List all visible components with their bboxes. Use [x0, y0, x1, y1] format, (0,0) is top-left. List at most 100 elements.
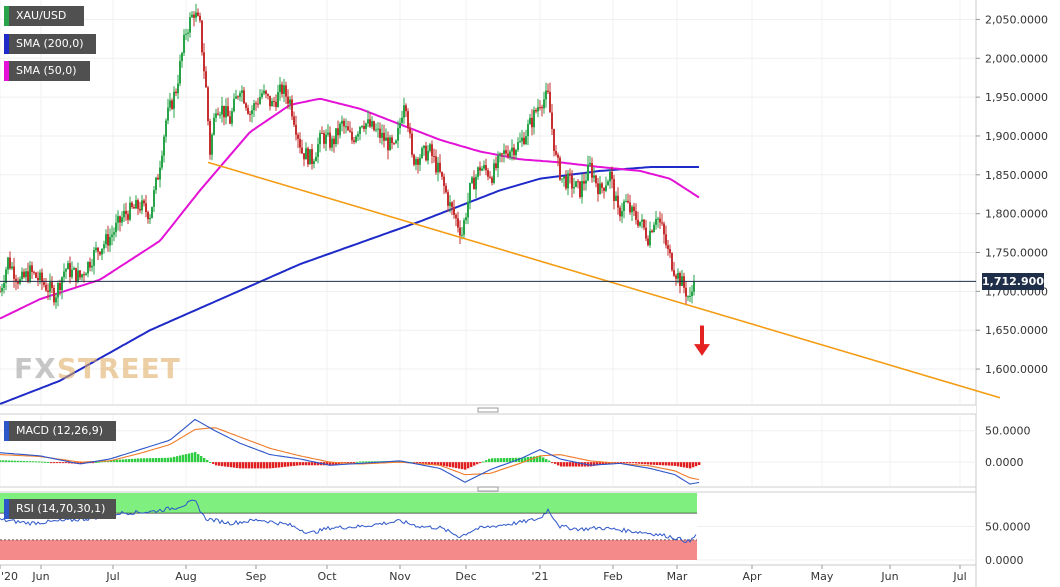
panel-separator-rsi[interactable] [0, 486, 976, 493]
macd-hist-bar [470, 462, 473, 467]
candle-body [89, 261, 91, 268]
macd-hist-bar [635, 462, 638, 464]
macd-hist-bar [461, 462, 464, 470]
macd-hist-bar [308, 462, 311, 466]
candle-body [263, 90, 265, 94]
macd-hist-bar [278, 462, 281, 468]
candle-body [493, 163, 495, 183]
candle-body [55, 297, 57, 303]
candle-body [17, 281, 19, 284]
drag-handle-icon [477, 486, 499, 492]
candle-body [135, 200, 137, 209]
instrument-badge[interactable]: XAU/USD [4, 6, 84, 26]
candle-body [619, 207, 621, 217]
candle-body [349, 130, 351, 132]
candle-body [657, 218, 659, 220]
candle-body [197, 12, 199, 16]
candle-body [373, 121, 375, 131]
macd-badge[interactable]: MACD (12,26,9) [4, 421, 116, 441]
candle-body [551, 112, 553, 129]
candle-body [579, 181, 581, 198]
macd-hist-bar [362, 461, 365, 463]
sma200-badge[interactable]: SMA (200,0) [4, 34, 96, 54]
candle-body [467, 201, 469, 218]
candle-body [463, 220, 465, 235]
candle-body [5, 269, 7, 284]
candle-body [201, 20, 203, 53]
candle-body [569, 173, 571, 176]
candle-body [487, 170, 489, 177]
candle-body [307, 148, 309, 165]
price-tick-label: 1,900.0000 [985, 130, 1048, 143]
candle-body [555, 151, 557, 155]
rsi-badge[interactable]: RSI (14,70,30,1) [4, 499, 116, 519]
macd-hist-bar [494, 458, 497, 463]
candle-body [529, 117, 531, 125]
candle-body [83, 274, 85, 276]
candle-body [445, 185, 447, 193]
candle-body [505, 150, 507, 154]
date-tick-label: Sep [246, 570, 267, 583]
macd-hist-bar [56, 462, 59, 464]
candle-body [489, 176, 491, 178]
macd-hist-bar [545, 459, 548, 463]
candle-body [643, 219, 645, 228]
candle-body [163, 136, 165, 156]
macd-hist-bar [152, 458, 155, 463]
candle-body [169, 100, 171, 108]
candle-body [501, 153, 503, 155]
candle-body [129, 202, 131, 220]
macd-hist-bar [59, 462, 62, 464]
candle-body [625, 200, 627, 202]
candle-body [225, 106, 227, 118]
macd-hist-bar [236, 462, 239, 469]
macd-hist-bar [455, 462, 458, 469]
macd-hist-bar [161, 457, 164, 463]
macd-hist-bar [683, 462, 686, 468]
macd-hist-bar [467, 462, 470, 469]
macd-hist-bar [221, 462, 224, 467]
candle-body [635, 211, 637, 220]
rsi-grid [697, 526, 976, 561]
candle-body [161, 155, 163, 168]
candle-body [81, 274, 83, 278]
candle-body [575, 181, 577, 187]
macd-hist-bar [644, 462, 647, 465]
panel-separator-macd[interactable] [0, 404, 976, 415]
candle-body [409, 128, 411, 134]
candle-body [41, 272, 43, 283]
candle-body [15, 278, 17, 282]
candle-body [359, 127, 361, 134]
candle-body [49, 282, 51, 293]
macd-hist-bar [143, 458, 146, 463]
candle-body [119, 216, 121, 223]
candle-body [71, 269, 73, 278]
candle-body [75, 267, 77, 283]
candle-body [319, 132, 321, 145]
candle-body [615, 195, 617, 201]
candle-body [561, 178, 563, 180]
macd-hist-bar [314, 462, 317, 466]
macd-hist-bar [281, 462, 284, 468]
candle-body [257, 103, 259, 105]
macd-hist-bar [65, 462, 68, 464]
candle-body [421, 148, 423, 158]
candle-body [309, 149, 311, 165]
macd-hist-bar [350, 462, 353, 464]
macd-hist-bar [569, 462, 572, 467]
candle-body [103, 244, 105, 249]
candle-body [33, 271, 35, 273]
price-tick-label: 2,000.0000 [985, 52, 1048, 65]
candle-body [361, 125, 363, 128]
candle-body [333, 138, 335, 145]
macd-label: MACD (12,26,9) [16, 424, 104, 437]
candle-body [607, 181, 609, 186]
macd-hist-bar [371, 461, 374, 463]
candle-body [297, 134, 299, 139]
sma50-badge[interactable]: SMA (50,0) [4, 61, 90, 81]
macd-hist-bar [509, 457, 512, 463]
candle-body [633, 206, 635, 212]
candle-body [301, 147, 303, 154]
main-panel-bg [0, 0, 976, 404]
candle-body [693, 282, 695, 292]
